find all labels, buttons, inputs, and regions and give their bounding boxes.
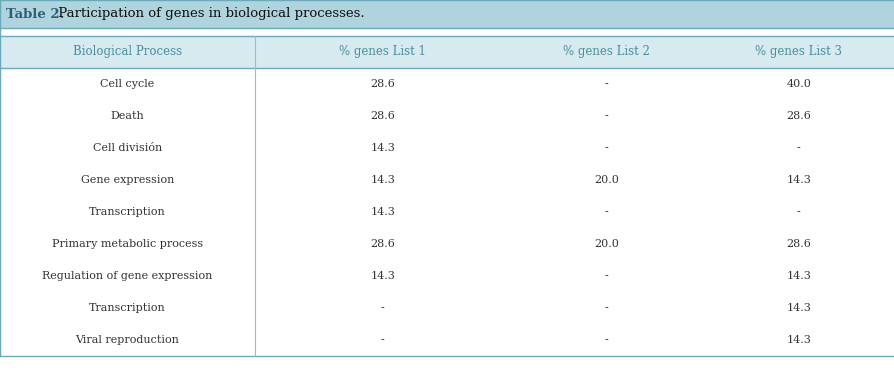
Text: % genes List 1: % genes List 1 — [339, 45, 426, 58]
Bar — [0, 28, 894, 36]
Text: Primary metabolic process: Primary metabolic process — [52, 239, 203, 249]
Text: -: - — [603, 207, 608, 217]
Bar — [0, 228, 894, 260]
Text: -: - — [603, 143, 608, 153]
Text: Table 2.: Table 2. — [6, 8, 64, 20]
Text: 14.3: 14.3 — [786, 175, 810, 185]
Text: 14.3: 14.3 — [370, 207, 394, 217]
Text: -: - — [380, 335, 384, 345]
Text: Death: Death — [111, 111, 144, 121]
Text: Cell cycle: Cell cycle — [100, 79, 155, 89]
Text: 28.6: 28.6 — [786, 111, 810, 121]
Text: -: - — [796, 207, 800, 217]
Text: -: - — [603, 303, 608, 313]
Text: 40.0: 40.0 — [786, 79, 810, 89]
Bar — [0, 292, 894, 324]
Text: 20.0: 20.0 — [594, 175, 618, 185]
Bar — [0, 0, 894, 28]
Text: 28.6: 28.6 — [370, 239, 394, 249]
Text: -: - — [603, 271, 608, 281]
Text: % genes List 3: % genes List 3 — [755, 45, 841, 58]
Bar — [0, 324, 894, 356]
Text: 14.3: 14.3 — [786, 271, 810, 281]
Text: Regulation of gene expression: Regulation of gene expression — [42, 271, 213, 281]
Bar — [0, 164, 894, 196]
Text: 14.3: 14.3 — [786, 303, 810, 313]
Text: Cell división: Cell división — [93, 143, 162, 153]
Text: Transcription: Transcription — [89, 207, 165, 217]
Bar — [0, 68, 894, 100]
Bar — [0, 36, 894, 68]
Text: 28.6: 28.6 — [370, 111, 394, 121]
Text: Transcription: Transcription — [89, 303, 165, 313]
Bar — [0, 132, 894, 164]
Text: -: - — [796, 143, 800, 153]
Text: 20.0: 20.0 — [594, 239, 618, 249]
Text: 14.3: 14.3 — [370, 175, 394, 185]
Text: % genes List 2: % genes List 2 — [562, 45, 649, 58]
Bar — [0, 100, 894, 132]
Text: -: - — [603, 111, 608, 121]
Text: 28.6: 28.6 — [370, 79, 394, 89]
Text: -: - — [380, 303, 384, 313]
Text: Gene expression: Gene expression — [80, 175, 174, 185]
Text: -: - — [603, 335, 608, 345]
Text: 28.6: 28.6 — [786, 239, 810, 249]
Text: 14.3: 14.3 — [370, 271, 394, 281]
Bar — [0, 196, 894, 228]
Text: Biological Process: Biological Process — [73, 45, 181, 58]
Text: 14.3: 14.3 — [370, 143, 394, 153]
Text: Participation of genes in biological processes.: Participation of genes in biological pro… — [54, 8, 364, 20]
Text: -: - — [603, 79, 608, 89]
Text: 14.3: 14.3 — [786, 335, 810, 345]
Text: Viral reproduction: Viral reproduction — [75, 335, 180, 345]
Bar — [0, 260, 894, 292]
